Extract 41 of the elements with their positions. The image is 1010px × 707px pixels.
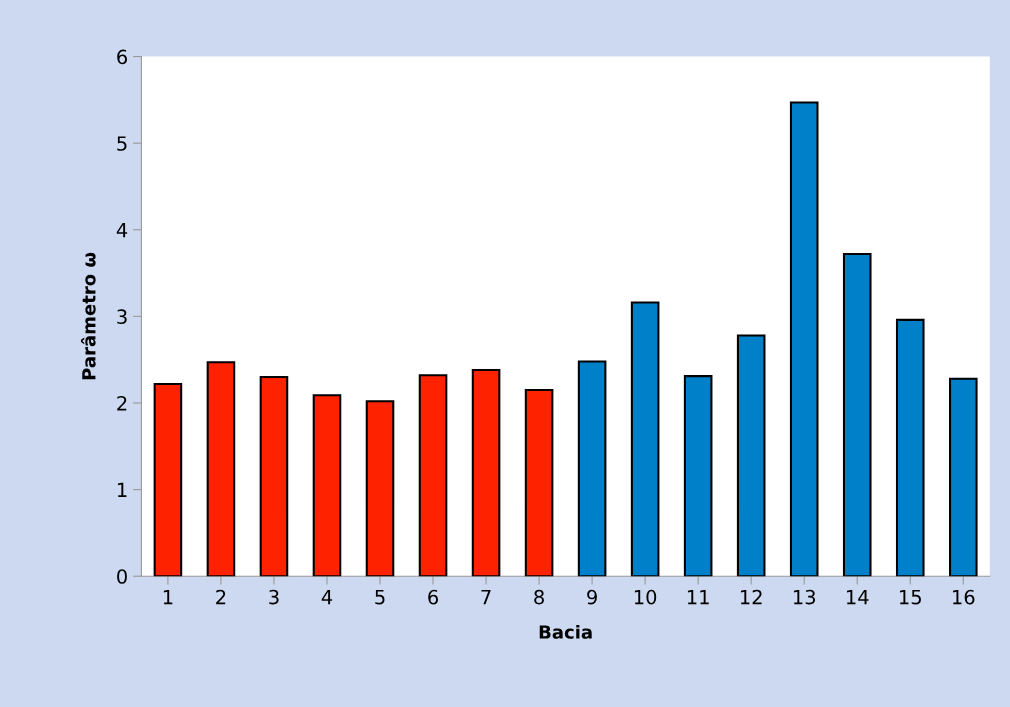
bar — [312, 394, 342, 577]
bar — [683, 375, 713, 577]
x-tick-label: 12 — [740, 589, 762, 605]
x-tick-label: 4 — [321, 590, 333, 605]
x-tick-label: 2 — [216, 589, 226, 605]
x-axis-title: Bacia — [539, 624, 592, 639]
bar — [789, 101, 819, 577]
x-tick-label: 16 — [953, 589, 975, 605]
bar — [736, 334, 766, 577]
bar — [206, 361, 236, 577]
bar — [630, 301, 660, 577]
x-tick-label: 7 — [481, 590, 491, 605]
x-tick-label: 9 — [587, 589, 597, 605]
y-tick-label: 3 — [117, 309, 127, 325]
bar — [842, 252, 872, 577]
y-tick-label: 0 — [117, 569, 127, 584]
x-tick-label: 11 — [687, 590, 709, 605]
bar — [471, 369, 501, 577]
bar — [418, 374, 448, 577]
y-tick-label: 4 — [116, 222, 128, 238]
bar — [524, 388, 554, 577]
x-tick-label: 6 — [428, 589, 438, 605]
bar — [259, 375, 289, 577]
bar — [948, 377, 978, 577]
bar — [895, 318, 925, 577]
x-tick-label: 10 — [634, 589, 657, 605]
x-tick-label: 5 — [375, 590, 385, 605]
bar — [153, 382, 183, 577]
y-tick-label: 5 — [117, 136, 127, 151]
bar — [577, 360, 607, 577]
y-tick-label: 6 — [117, 49, 127, 65]
x-tick-label: 1 — [163, 590, 173, 605]
x-tick-label: 15 — [900, 590, 921, 605]
x-tick-label: 3 — [269, 589, 279, 605]
y-tick-label: 1 — [117, 482, 127, 497]
x-tick-label: 13 — [793, 589, 816, 605]
y-axis-title: Parâmetro ω — [80, 252, 96, 380]
x-tick-label: 14 — [847, 590, 869, 605]
bar — [365, 400, 395, 577]
y-tick-label: 2 — [117, 395, 127, 411]
x-tick-label: 8 — [534, 589, 544, 605]
